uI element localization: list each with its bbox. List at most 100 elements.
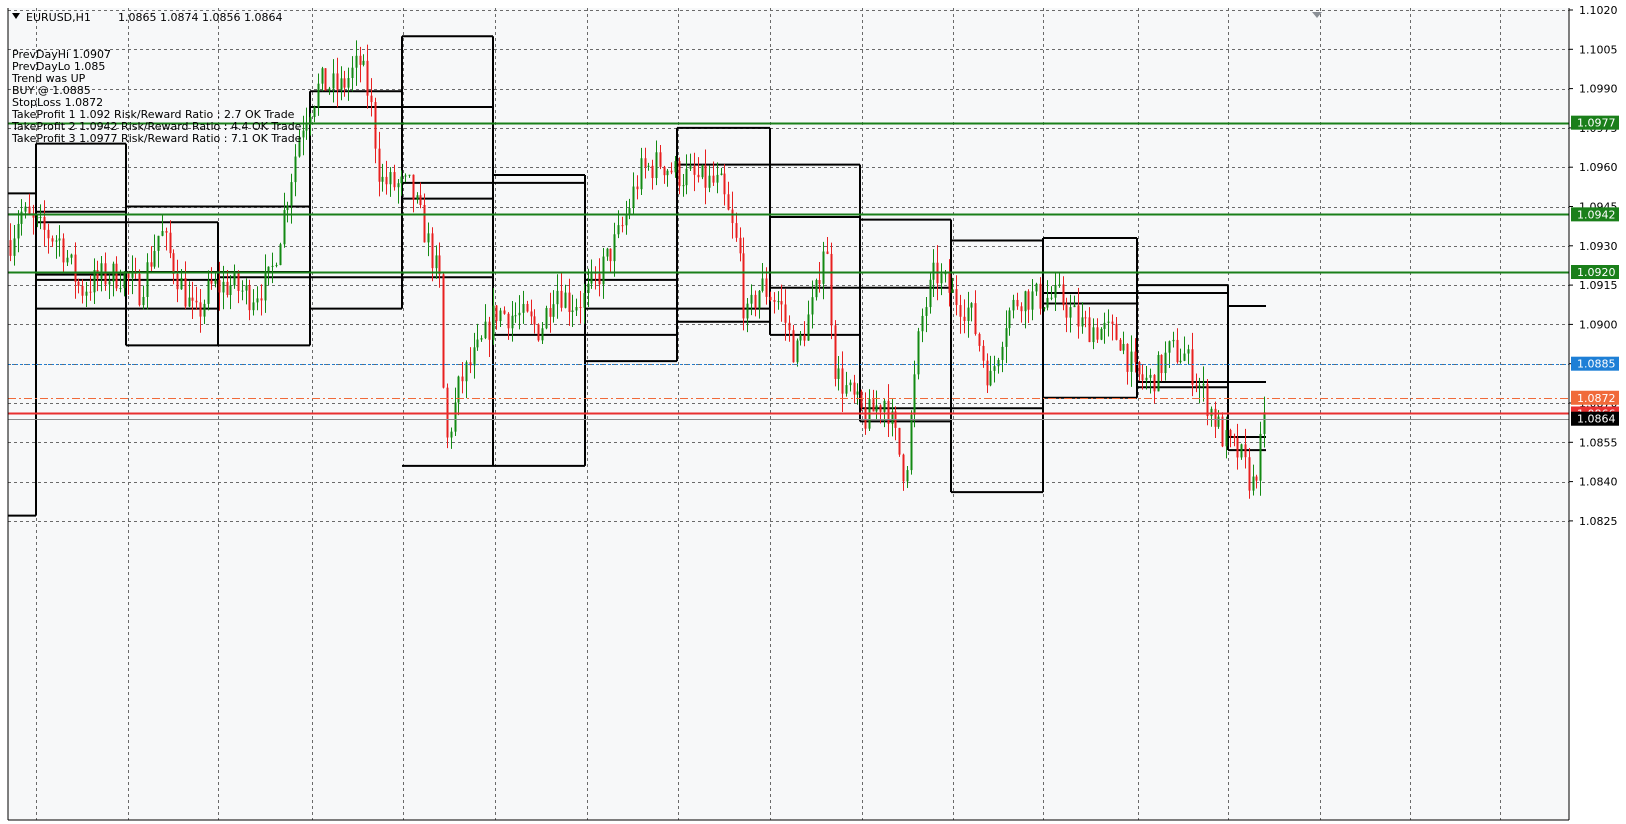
candle-bull [131, 271, 134, 278]
candle-bear [150, 262, 153, 267]
candle-bull [1031, 291, 1034, 310]
candle-bull [427, 233, 430, 243]
indicator-info-panel: PrevDayHi 1.0907 PrevDayLo 1.085 Trend w… [11, 48, 302, 145]
candle-bear [739, 237, 742, 254]
candle-bear [887, 400, 890, 424]
candle-bull [275, 265, 278, 267]
axis-tick-label: 1.0840 [1579, 476, 1618, 489]
candle-bull [309, 117, 312, 125]
candle-bear [879, 405, 882, 412]
candle-bear [1077, 305, 1080, 327]
candle-bear [127, 273, 130, 278]
candle-bull [989, 370, 992, 386]
candle-bull [1252, 476, 1255, 491]
candle-bull [142, 296, 145, 306]
candle-bull [480, 338, 483, 340]
info-line-takeprofit-1: TakeProfit 1 1.092 Risk/Reward Ratio : 2… [11, 108, 295, 121]
candle-bull [39, 216, 42, 218]
candle-bear [199, 302, 202, 317]
candle-bear [678, 161, 681, 187]
candle-bull [400, 176, 403, 184]
candle-bear [218, 279, 221, 293]
candle-bear [423, 204, 426, 243]
candle-bear [579, 306, 582, 308]
candle-bear [461, 376, 464, 382]
candle-bull [849, 382, 852, 386]
shift-marker-icon[interactable] [1312, 12, 1322, 18]
candle-bull [241, 290, 244, 292]
axis-tick-label: 1.1005 [1579, 43, 1618, 56]
candle-bull [408, 174, 411, 176]
candle-bear [693, 166, 696, 175]
candle-bull [332, 73, 335, 89]
candle-bull [1073, 305, 1076, 308]
candle-bull [305, 124, 308, 131]
candle-bull [970, 303, 973, 308]
chevron-down-icon[interactable] [12, 13, 20, 19]
candle-bull [1168, 341, 1171, 353]
candle-bear [1126, 343, 1129, 372]
candle-bull [951, 289, 954, 293]
candle-bull [1107, 321, 1110, 323]
candle-bear [530, 311, 533, 317]
axis-tick-label: 1.0990 [1579, 83, 1618, 96]
candle-bear [1191, 349, 1194, 385]
candle-bull [264, 271, 267, 301]
candle-bear [697, 174, 700, 178]
candle-bull [625, 214, 628, 226]
candle-bear [237, 273, 240, 291]
candle-bear [385, 176, 388, 185]
candle-bear [47, 229, 50, 239]
candle-bear [138, 273, 141, 306]
info-line-buy: BUY @ 1.0885 [12, 84, 91, 97]
candle-bear [621, 225, 624, 227]
candle-bull [1001, 346, 1004, 360]
take-profit-3-price-tag: 1.0977 [1571, 115, 1619, 130]
candle-bull [267, 266, 270, 272]
candle-bull [583, 293, 586, 308]
candle-bull [1100, 328, 1103, 340]
candle-bull [1054, 285, 1057, 298]
candle-bear [1214, 408, 1217, 427]
candle-bull [1005, 328, 1008, 347]
candle-bull [685, 168, 688, 186]
candle-bull [340, 78, 343, 90]
candle-bear [495, 305, 498, 322]
candle-bull [1024, 291, 1027, 312]
candle-bear [788, 322, 791, 331]
candle-bull [161, 231, 164, 236]
candle-bull [617, 225, 620, 235]
candle-bull [1145, 377, 1148, 381]
candle-bear [780, 301, 783, 305]
candle-bear [438, 255, 441, 275]
candle-bear [1255, 476, 1258, 481]
candle-bear [663, 166, 666, 176]
candle-bull [214, 279, 217, 284]
candle-bear [1236, 438, 1239, 458]
candle-bull [188, 297, 191, 307]
candle-bull [271, 265, 274, 267]
candle-bear [963, 316, 966, 321]
candle-bull [1069, 307, 1072, 318]
candle-bull [1012, 299, 1015, 311]
candle-bull [233, 273, 236, 286]
candle-bull [997, 359, 1000, 367]
current-price-price-tag: 1.0864 [1571, 411, 1619, 426]
candle-bull [929, 279, 932, 308]
candle-bull [1202, 383, 1205, 386]
candle-bear [560, 290, 563, 308]
candle-bear [1141, 374, 1144, 381]
candle-bear [841, 368, 844, 394]
candle-bull [476, 339, 479, 348]
candle-bear [165, 231, 168, 233]
candle-bear [210, 280, 213, 284]
candle-bull [1179, 360, 1182, 363]
candle-bull [317, 83, 320, 108]
candle-bear [503, 310, 506, 314]
candle-bull [587, 283, 590, 294]
candle-bear [442, 274, 445, 388]
candle-bear [81, 285, 84, 296]
candle-bull [108, 281, 111, 285]
